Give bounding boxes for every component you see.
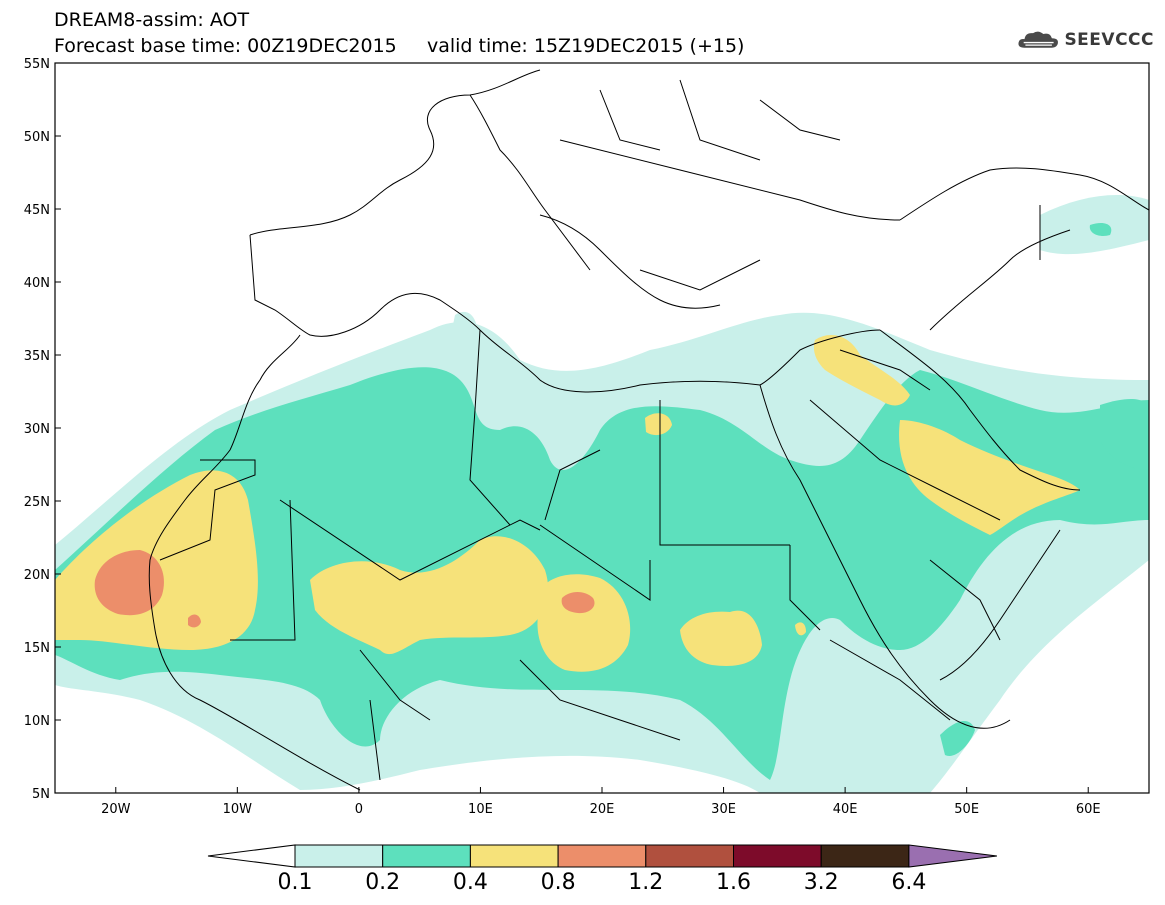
lon-tick-label: 40E [833, 802, 858, 817]
colorbar-level-label: 6.4 [891, 870, 927, 895]
lat-tick-label: 30N [24, 422, 50, 437]
seevccc-logo: SEEVCCC [1016, 26, 1154, 54]
longitude-ticks: 20W 10W 0 10E 20E 30E 40E 50E 60E [101, 787, 1101, 817]
lat-tick-label: 55N [24, 57, 50, 72]
aot-band-0.8 [94, 550, 595, 628]
colorbar-level-label: 0.4 [452, 870, 488, 895]
lat-tick-label: 25N [24, 495, 50, 510]
lat-tick-label: 50N [24, 130, 50, 145]
title-line2: Forecast base time: 00Z19DEC2015 valid t… [54, 35, 745, 57]
lon-tick-label: 20W [101, 802, 131, 817]
colorbar-segment [382, 844, 471, 868]
lat-tick-label: 40N [24, 276, 50, 291]
logo-text: SEEVCCC [1064, 30, 1154, 50]
colorbar-segment [733, 844, 822, 868]
title-line1: DREAM8-assim: AOT [54, 9, 250, 31]
lon-tick-label: 50E [954, 802, 979, 817]
colorbar-segment [557, 844, 647, 868]
coastlines [148, 69, 1149, 791]
lat-tick-label: 5N [32, 787, 50, 802]
cloud-icon [1018, 31, 1058, 48]
aot-field [55, 195, 1149, 793]
colorbar-max-arrow [908, 844, 997, 868]
lat-tick-label: 20N [24, 568, 50, 583]
colorbar-segment [294, 844, 384, 868]
aot-band-0.2 [55, 223, 1149, 780]
colorbar-min-arrow [207, 844, 296, 868]
colorbar-segment [645, 844, 734, 868]
lon-tick-label: 20E [590, 802, 615, 817]
lon-tick-label: 0 [355, 802, 363, 817]
colorbar-level-label: 0.1 [277, 870, 313, 895]
lat-tick-label: 45N [24, 203, 50, 218]
lon-tick-label: 10W [223, 802, 253, 817]
lat-tick-label: 15N [24, 641, 50, 656]
lon-tick-label: 60E [1076, 802, 1101, 817]
latitude-ticks: 55N 50N 45N 40N 35N 30N 25N 20N 15N 10N 5N [24, 57, 61, 802]
colorbar [207, 844, 997, 868]
colorbar-segment [820, 844, 910, 868]
lat-tick-label: 10N [24, 714, 50, 729]
colorbar-level-label: 1.2 [628, 870, 664, 895]
colorbar-level-label: 0.8 [540, 870, 576, 895]
colorbar-segment [469, 844, 559, 868]
colorbar-level-label: 0.2 [365, 870, 401, 895]
lat-tick-label: 35N [24, 349, 50, 364]
colorbar-level-label: 3.2 [803, 870, 839, 895]
lon-tick-label: 30E [711, 802, 736, 817]
lon-tick-label: 10E [468, 802, 493, 817]
colorbar-level-label: 1.6 [716, 870, 751, 895]
